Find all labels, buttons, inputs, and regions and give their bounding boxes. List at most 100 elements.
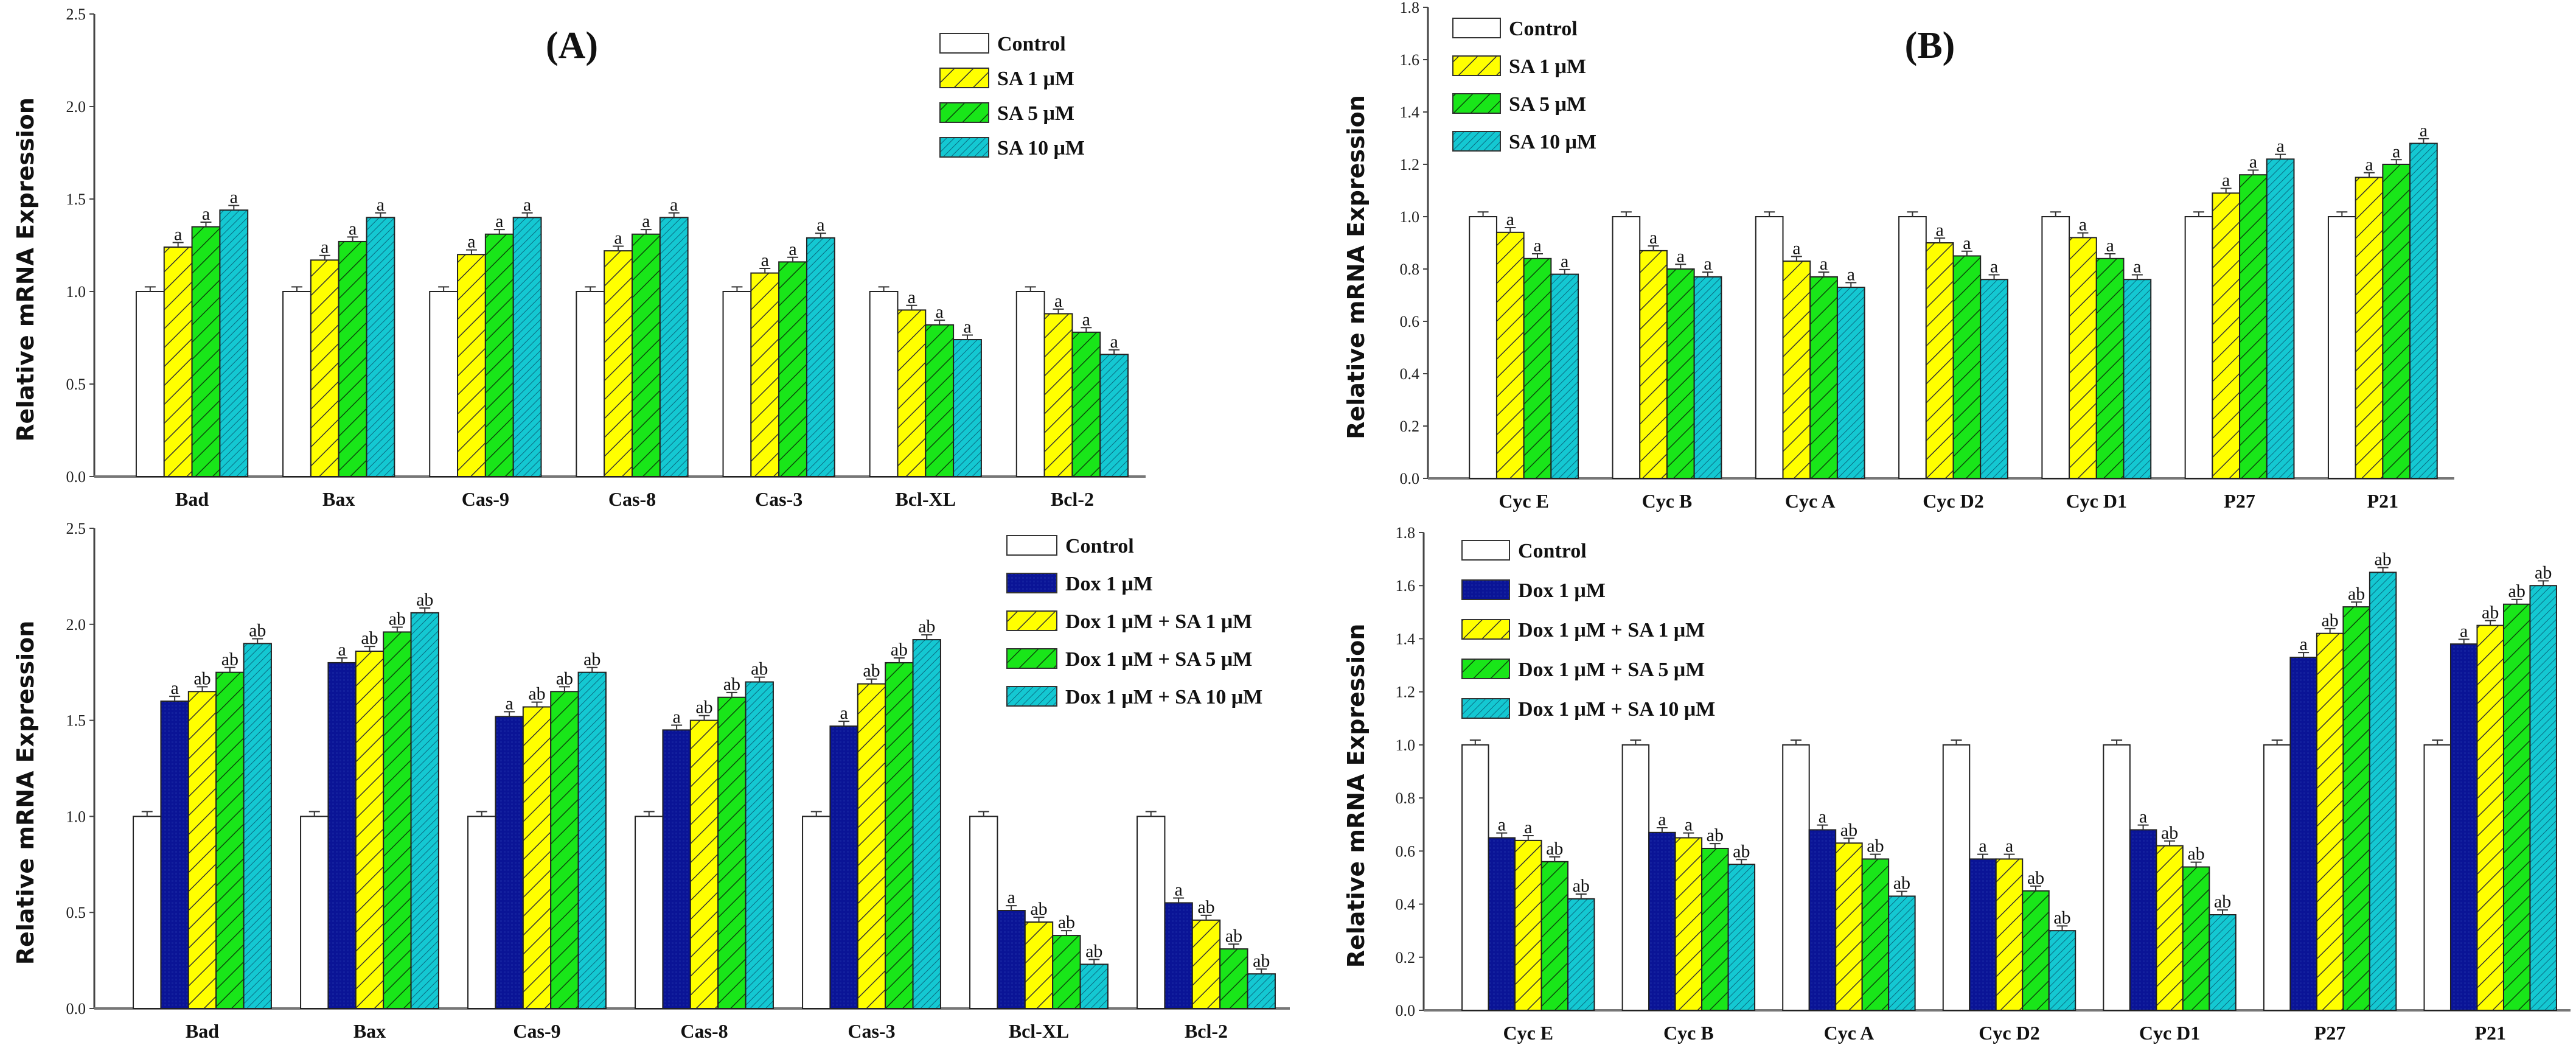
- y-tick-label: 0.2: [1396, 949, 1416, 966]
- bar: [635, 816, 664, 1010]
- legend-swatch: [1006, 535, 1057, 556]
- significance-label: a: [840, 703, 848, 723]
- bar: [2095, 257, 2125, 479]
- significance-label: a: [1677, 246, 1685, 266]
- bar: [829, 725, 858, 1009]
- legend-label: SA 5 μM: [1509, 93, 1586, 116]
- significance-label: a: [788, 239, 796, 259]
- significance-label: a: [170, 678, 178, 698]
- legend: Control Dox 1 μM Dox 1 μM + SA 1 μM Dox 1 μ…: [1461, 540, 1715, 721]
- x-tick-label: Cyc B: [1663, 1022, 1714, 1044]
- y-tick-label: 1.0: [66, 808, 86, 825]
- legend-label: Dox 1 μM + SA 1 μM: [1065, 610, 1252, 633]
- significance-label: a: [495, 211, 503, 231]
- significance-label: ab: [891, 640, 908, 660]
- y-tick-label: 1.8: [1396, 524, 1416, 542]
- bar: [327, 662, 357, 1010]
- significance-label: a: [1174, 880, 1182, 900]
- bar: [2184, 216, 2213, 479]
- significance-label: a: [936, 302, 944, 322]
- x-tick-label: P27: [2224, 490, 2255, 512]
- legend-swatch: [1461, 659, 1510, 679]
- bar: [1612, 216, 1641, 479]
- significance-label: ab: [221, 649, 238, 669]
- significance-label: ab: [389, 609, 406, 629]
- significance-label: ab: [695, 697, 712, 718]
- legend-label: Control: [997, 33, 1066, 55]
- x-tick-label: Bax: [353, 1020, 386, 1042]
- bar: [806, 237, 835, 477]
- bar: [1099, 354, 1129, 477]
- bar: [577, 671, 607, 1009]
- significance-label: a: [467, 232, 475, 252]
- legend-swatch: [1006, 686, 1057, 707]
- significance-label: ab: [1546, 839, 1563, 859]
- significance-label: a: [670, 195, 678, 215]
- bar: [2209, 914, 2237, 1011]
- bar: [1693, 276, 1722, 479]
- significance-label: ab: [1253, 951, 1270, 971]
- bar: [997, 910, 1026, 1009]
- x-tick-label: Bcl-2: [1185, 1020, 1228, 1042]
- bar: [2327, 216, 2356, 479]
- x-tick-label: Cyc D1: [2139, 1022, 2200, 1044]
- significance-label: ab: [2535, 562, 2552, 582]
- bar-group-bax: aaa: [282, 195, 395, 477]
- bar: [191, 226, 221, 477]
- significance-label: a: [505, 693, 513, 713]
- bar: [300, 816, 329, 1010]
- y-tick-label: 1.2: [1400, 156, 1420, 173]
- y-tick-label: 2.0: [66, 98, 86, 116]
- bar: [1648, 831, 1676, 1011]
- legend-swatch: [1461, 579, 1510, 600]
- significance-label: a: [1847, 264, 1855, 284]
- panel-title: (A): [546, 25, 598, 66]
- bar: [429, 291, 459, 477]
- bar: [467, 816, 496, 1010]
- significance-label: a: [1110, 332, 1118, 352]
- y-tick-label: 0.4: [1400, 365, 1420, 383]
- significance-label: a: [1990, 256, 1998, 276]
- bar: [163, 246, 193, 477]
- legend-label: Dox 1 μM + SA 5 μM: [1518, 659, 1705, 681]
- bar: [187, 691, 217, 1009]
- legend-swatch: [939, 68, 989, 88]
- y-axis-label: Relative mRNA Expression: [1343, 95, 1370, 439]
- significance-label: a: [1082, 309, 1090, 329]
- significance-label: a: [2133, 256, 2141, 276]
- bar: [1782, 260, 1811, 479]
- bar-group-bad: aaa: [135, 187, 249, 477]
- bar: [2502, 603, 2531, 1011]
- y-tick-label: 1.0: [1396, 736, 1416, 754]
- significance-label: ab: [556, 668, 573, 688]
- bar: [953, 339, 982, 477]
- significance-label: ab: [723, 674, 740, 694]
- significance-label: a: [523, 195, 531, 215]
- bar: [310, 259, 339, 477]
- y-tick-label: 1.8: [1400, 0, 1420, 16]
- x-tick-label: Cyc B: [1642, 490, 1693, 512]
- bar-group-cyc-e: aaa: [1469, 209, 1579, 479]
- y-tick-label: 1.0: [1400, 208, 1420, 226]
- significance-label: a: [1533, 236, 1541, 256]
- significance-label: a: [2249, 152, 2257, 172]
- bar: [1137, 816, 1166, 1010]
- panel-a-top: 0.0 0.5 1.0 1.5 2.0 2.5 Relative mRNA Expressi…: [12, 5, 1146, 510]
- significance-label: a: [1979, 836, 1986, 856]
- legend-swatch: [939, 33, 989, 54]
- legend-swatch: [1006, 610, 1057, 631]
- bar: [1540, 861, 1569, 1012]
- significance-label: a: [1963, 233, 1971, 253]
- bar: [219, 209, 249, 477]
- significance-label: ab: [2348, 584, 2365, 604]
- legend-swatch: [1452, 55, 1501, 76]
- significance-label: a: [1506, 209, 1514, 229]
- x-tick-label: Cyc D2: [1979, 1022, 2039, 1044]
- bar: [2316, 632, 2344, 1011]
- y-tick-label: 1.0: [66, 283, 86, 301]
- significance-label: ab: [2214, 892, 2231, 912]
